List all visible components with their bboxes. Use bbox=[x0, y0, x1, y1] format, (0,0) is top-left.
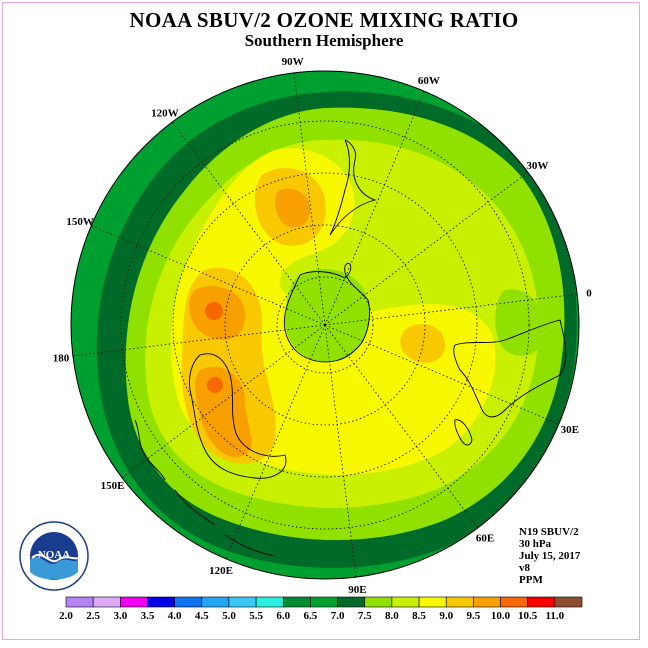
longitude-label: 90E bbox=[348, 584, 366, 596]
info-satellite: N19 SBUV/2 bbox=[519, 526, 579, 538]
graticule bbox=[72, 72, 578, 578]
colorbar-tick-label: 10.5 bbox=[518, 610, 538, 622]
coastlines bbox=[134, 139, 567, 557]
colorbar-tick-label: 7.5 bbox=[358, 610, 372, 622]
longitude-label: 30E bbox=[561, 424, 579, 436]
contour-10-0-southwest bbox=[207, 377, 223, 393]
longitude-label: 90W bbox=[282, 56, 304, 68]
colorbar-tick-label: 4.0 bbox=[168, 610, 182, 622]
colorbar-swatch bbox=[228, 596, 257, 608]
info-units: PPM bbox=[519, 574, 543, 586]
colorbar-swatch bbox=[65, 596, 94, 608]
logo-text: NOAA bbox=[38, 549, 70, 561]
colorbar-swatch bbox=[418, 596, 447, 608]
longitude-label: 0 bbox=[586, 288, 592, 300]
map-title: NOAA SBUV/2 OZONE MIXING RATIO bbox=[129, 8, 519, 32]
contour-9-5-north bbox=[274, 188, 311, 228]
colorbar-tick-label: 6.0 bbox=[276, 610, 290, 622]
longitude-label: 60E bbox=[476, 532, 494, 544]
latitude-circle bbox=[172, 172, 478, 478]
contour-10-0-west bbox=[205, 302, 223, 320]
colorbar-tick-label: 10.0 bbox=[491, 610, 511, 622]
colorbar-swatch bbox=[445, 596, 474, 608]
longitude-label: 180 bbox=[53, 352, 70, 364]
longitude-labels: 90W 60W 30W 0 30E 60E 90E 120E 150E 180 150W 120W bbox=[53, 56, 593, 596]
colorbar-tick-label: 3.5 bbox=[141, 610, 155, 622]
colorbar-tick-label: 5.5 bbox=[249, 610, 263, 622]
colorbar-swatch bbox=[337, 596, 366, 608]
globe-outline bbox=[70, 70, 580, 580]
colorbar-tick-label: 7.0 bbox=[331, 610, 345, 622]
colorbar-tick-label: 8.0 bbox=[385, 610, 399, 622]
colorbar-swatch bbox=[255, 596, 284, 608]
colorbar-tick-label: 5.0 bbox=[222, 610, 236, 622]
colorbar-tick-label: 3.0 bbox=[113, 610, 127, 622]
colorbar-tick-label: 2.5 bbox=[86, 610, 100, 622]
contour-polar bbox=[284, 268, 370, 363]
longitude-label: 150W bbox=[66, 216, 94, 228]
longitude-label: 30W bbox=[526, 160, 548, 172]
latitude-circle bbox=[224, 224, 426, 426]
colorbar-tick-label: 11.0 bbox=[546, 610, 565, 622]
info-date: July 15, 2017 bbox=[519, 550, 581, 562]
colorbar-swatch bbox=[92, 596, 121, 608]
colorbar-swatch bbox=[201, 596, 230, 608]
longitude-label: 60W bbox=[418, 75, 440, 87]
colorbar-swatch bbox=[527, 596, 556, 608]
colorbar-swatch bbox=[500, 596, 528, 608]
longitude-label: 120W bbox=[151, 108, 179, 120]
info-version: v8 bbox=[519, 562, 530, 574]
colorbar-swatch bbox=[310, 596, 338, 608]
colorbar-swatch bbox=[554, 596, 583, 608]
info-pressure: 30 hPa bbox=[519, 538, 552, 550]
colorbar: 2.0 2.5 3.0 3.5 4.0 4.5 5.0 5.5 6.0 6.5 7.0 7.5 8.0 8… bbox=[59, 596, 583, 622]
colorbar-tick-label: 8.5 bbox=[412, 610, 426, 622]
colorbar-tick-label: 9.5 bbox=[466, 610, 480, 622]
colorbar-swatch bbox=[364, 596, 393, 608]
latitude-circle bbox=[276, 276, 374, 374]
longitude-label: 150E bbox=[101, 480, 125, 492]
longitude-label: 120E bbox=[209, 565, 233, 577]
colorbar-swatch bbox=[473, 596, 501, 608]
colorbar-swatch bbox=[282, 596, 311, 608]
colorbar-tick-label: 6.5 bbox=[304, 610, 318, 622]
contour-9-0-east bbox=[400, 324, 445, 363]
map-subtitle: Southern Hemisphere bbox=[244, 31, 404, 50]
latitude-circle bbox=[120, 120, 530, 530]
colorbar-swatch bbox=[174, 596, 203, 608]
colorbar-tick-label: 2.0 bbox=[59, 610, 73, 622]
noaa-logo-icon: NOAA bbox=[19, 521, 89, 591]
colorbar-tick-label: 9.0 bbox=[439, 610, 453, 622]
colorbar-swatch bbox=[147, 596, 175, 608]
colorbar-swatch bbox=[391, 596, 420, 608]
colorbar-swatch bbox=[120, 596, 148, 608]
info-block: N19 SBUV/2 30 hPa July 15, 2017 v8 PPM bbox=[519, 526, 580, 586]
colorbar-tick-label: 4.5 bbox=[195, 610, 209, 622]
